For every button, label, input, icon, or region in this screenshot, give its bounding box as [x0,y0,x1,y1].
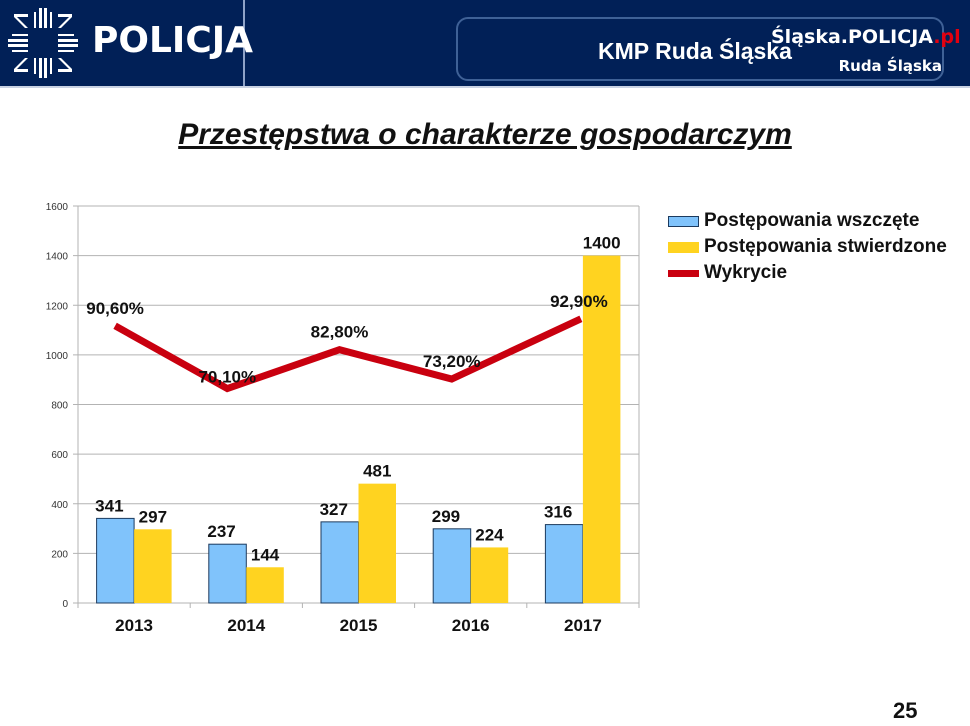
data-label-wszczete: 299 [432,507,460,526]
bar-wszczete [320,521,359,604]
y-tick-label: 1000 [46,351,69,362]
legend-swatch-wszczete [668,215,699,227]
data-label-stwierdzone: 297 [139,507,167,526]
logo-text: POLICJA [92,20,253,61]
data-label-wykrycie: 92,90% [550,292,608,311]
legend-label: Postępowania wszczęte [704,210,920,231]
data-label-wszczete: 327 [320,500,348,519]
slide-title: Przestępstwa o charakterze gospodarczym [178,118,792,151]
y-tick-label: 1600 [46,202,69,213]
data-label-stwierdzone: 224 [475,525,504,544]
chart: 0 200 400 600 800 1000 1200 1400 1600 341 297 2013 2… [46,202,640,635]
bar-stwierdzone [470,547,509,603]
site-logo[interactable]: Śląska.POLICJA.pl [771,26,961,48]
data-label-wykrycie: 82,80% [311,323,369,342]
page-number: 25 [893,698,918,723]
x-tick-label: 2013 [115,616,153,635]
unit-name: KMP Ruda Śląska [598,38,792,64]
legend-label: Postępowania stwierdzone [704,236,947,257]
bar-stwierdzone [246,567,284,603]
legend-label: Wykrycie [704,262,788,283]
legend-item-wszczete: Postępowania wszczęte [668,208,947,234]
bar-wszczete [544,524,584,604]
bar-wszczete [208,543,247,604]
data-label-wszczete: 316 [544,503,572,522]
x-tick-label: 2016 [452,616,490,635]
site-name-tld: .pl [933,26,961,48]
site-name-main: Śląska.POLICJA [771,26,934,48]
y-tick-label: 1400 [46,252,69,263]
header-bar [0,0,970,86]
data-label-wykrycie: 70,10% [198,368,256,387]
header-divider [243,0,245,86]
y-tick-label: 0 [62,599,68,610]
bar-wszczete [96,517,135,604]
y-tick-label: 200 [51,549,68,560]
bar-wszczete [432,528,472,604]
y-tick-label: 1200 [46,301,69,312]
data-label-stwierdzone: 481 [363,462,391,481]
x-tick-label: 2014 [227,616,265,635]
data-label-wykrycie: 90,60% [86,299,144,318]
data-label-stwierdzone: 144 [251,545,280,564]
site-subtitle: Ruda Śląska [838,57,942,75]
legend-swatch-stwierdzone [668,241,699,253]
chart-legend: Postępowania wszczęte Postępowania stwie… [668,208,947,286]
x-tick-label: 2017 [564,616,602,635]
header-bottom-line [0,86,970,88]
legend-item-wykrycie: Wykrycie [668,260,947,286]
data-label-wszczete: 237 [207,522,235,541]
bar-stwierdzone [582,255,621,603]
x-tick-label: 2015 [340,616,378,635]
y-tick-label: 600 [51,450,68,461]
unit-banner [456,17,944,81]
data-label-wszczete: 341 [95,496,123,515]
police-star-icon [8,8,78,78]
data-label-wykrycie: 73,20% [423,352,481,371]
bar-stwierdzone [134,529,172,603]
y-tick-label: 400 [51,500,68,511]
bar-stwierdzone [358,483,396,603]
legend-swatch-wykrycie [668,269,699,277]
data-label-stwierdzone: 1400 [583,234,621,253]
line-wykrycie [113,315,583,393]
y-tick-label: 800 [51,401,68,412]
legend-item-stwierdzone: Postępowania stwierdzone [668,234,947,260]
